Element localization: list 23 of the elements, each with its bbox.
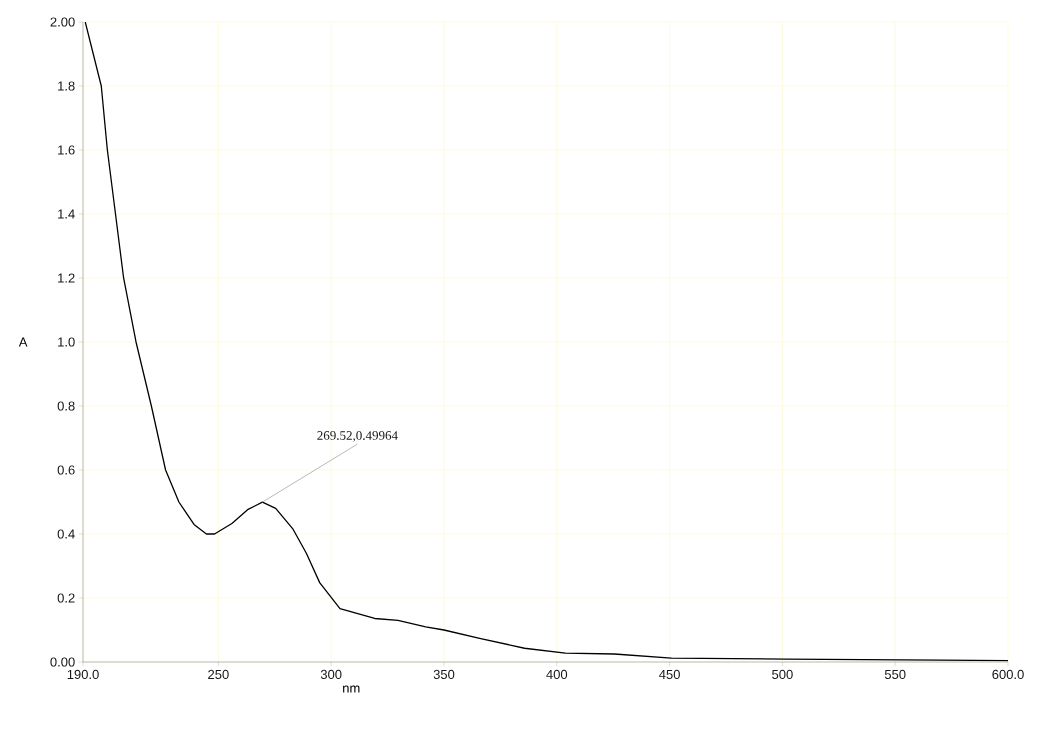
annotation: 269.52,0.49964 bbox=[317, 431, 398, 442]
y-tick-label: 0.8 bbox=[57, 401, 75, 411]
y-tick-label: 1.0 bbox=[58, 337, 75, 347]
x-tick-label: 250 bbox=[208, 669, 229, 680]
y-tick-label: 2.00 bbox=[50, 17, 75, 27]
y-tick-label: 0.6 bbox=[57, 465, 75, 475]
y-tick-label: 1.8 bbox=[58, 81, 75, 91]
y-tick-label: 1.2 bbox=[58, 273, 75, 283]
x-tick-label: 500 bbox=[772, 669, 793, 680]
y-tick-label: 0.4 bbox=[57, 529, 75, 539]
y-tick-label: 0.00 bbox=[50, 657, 75, 667]
y-tick-label: 1.6 bbox=[58, 145, 75, 155]
x-tick-label: 450 bbox=[659, 669, 680, 680]
x-tick-label: 350 bbox=[433, 669, 455, 680]
x-tick-label: 300 bbox=[320, 669, 342, 680]
y-tick-label: 1.4 bbox=[58, 209, 75, 219]
y-axis-title: A bbox=[18, 337, 28, 347]
x-axis-title: nm bbox=[343, 685, 360, 693]
x-tick-label: 190.0 bbox=[67, 669, 99, 680]
x-tick-label: 600.0 bbox=[992, 669, 1024, 680]
y-tick-label: 0.2 bbox=[57, 593, 75, 603]
x-tick-label: 400 bbox=[546, 669, 568, 680]
x-tick-label: 550 bbox=[884, 669, 906, 680]
